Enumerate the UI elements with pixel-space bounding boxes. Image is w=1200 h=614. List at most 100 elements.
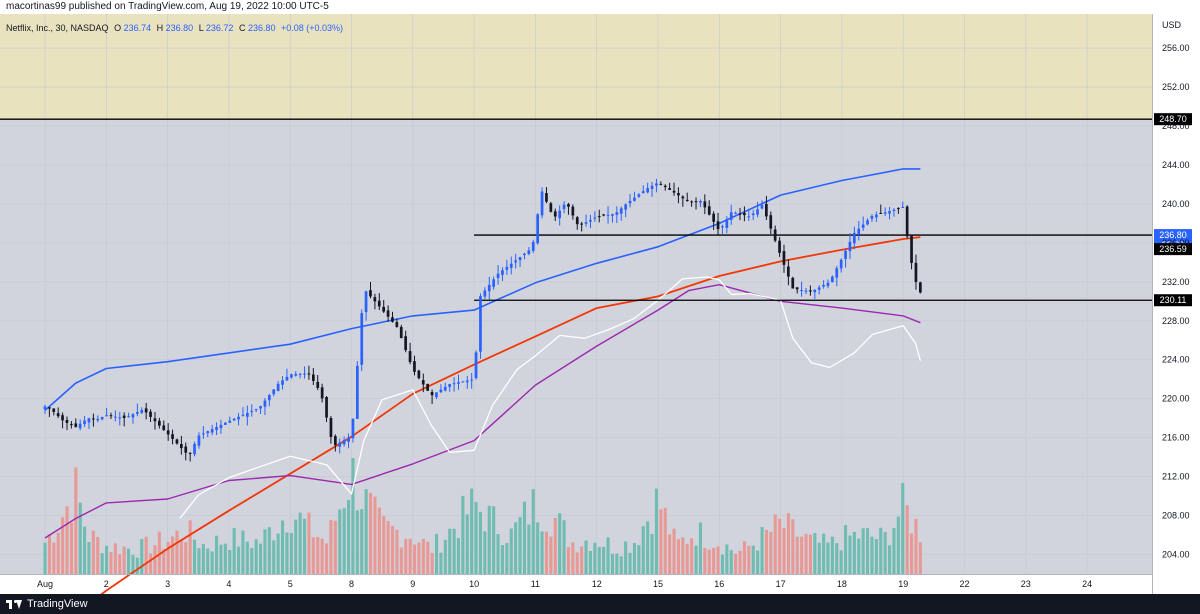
- candle-body: [96, 418, 100, 421]
- volume-bar: [685, 543, 689, 574]
- volume-bar: [285, 532, 289, 574]
- candle-body: [320, 387, 324, 399]
- candle-body: [439, 389, 443, 393]
- candle-body: [606, 214, 610, 216]
- tradingview-logo[interactable]: TradingView: [6, 597, 88, 611]
- price-tick-label: 228.00: [1162, 316, 1190, 326]
- volume-bar: [87, 542, 91, 574]
- candle-body: [461, 381, 465, 383]
- volume-bar: [558, 513, 562, 574]
- candle-body: [633, 197, 636, 201]
- candle-body: [426, 383, 429, 391]
- candle-body: [215, 427, 218, 431]
- volume-bar: [668, 534, 672, 574]
- ma-price-tag: [1154, 243, 1192, 256]
- volume-bar: [171, 536, 175, 574]
- candle-body: [919, 282, 922, 293]
- time-tick-label: 15: [653, 579, 663, 589]
- candle-body: [765, 204, 768, 217]
- tradingview-logo-icon: [6, 599, 22, 609]
- candle-body: [787, 266, 790, 277]
- candle-body: [888, 211, 891, 214]
- volume-bar: [892, 527, 896, 574]
- volume-bar: [465, 514, 469, 574]
- candle-body: [228, 420, 232, 423]
- price-tick-label: 212.00: [1162, 472, 1190, 482]
- time-tick-label: 8: [349, 579, 354, 589]
- legend-close-value: 236.80: [248, 23, 276, 33]
- legend-symbol: Netflix, Inc., 30, NASDAQ: [6, 23, 109, 33]
- volume-bar: [813, 533, 817, 574]
- volume-bar: [663, 507, 667, 574]
- candle-body: [153, 418, 157, 422]
- ma-white-line: [179, 276, 922, 519]
- candle-body: [795, 287, 799, 290]
- candle-body: [883, 212, 887, 214]
- volume-bar: [223, 543, 227, 574]
- volume-bar: [417, 542, 421, 574]
- price-tick-label: 236.00: [1162, 238, 1190, 248]
- candle-body: [334, 436, 337, 446]
- volume-bar: [606, 537, 610, 574]
- candle-body: [210, 429, 214, 433]
- legend-high-value: 236.80: [166, 23, 194, 33]
- candle-body: [408, 351, 412, 363]
- volume-bar: [791, 519, 795, 574]
- volume-bar: [232, 528, 236, 574]
- volume-bar: [487, 505, 491, 574]
- volume-bar: [720, 554, 724, 574]
- candle-body: [448, 384, 451, 387]
- resistance-zone: [0, 14, 1152, 120]
- price-tick-label: 256.00: [1162, 43, 1190, 53]
- volume-bar: [505, 543, 509, 574]
- candle-body: [285, 376, 289, 381]
- candle-body: [910, 235, 913, 263]
- volume-bar: [866, 528, 870, 574]
- volume-bar: [184, 542, 188, 574]
- volume-bar: [615, 553, 619, 574]
- candle-body: [184, 446, 188, 453]
- candle-body: [83, 420, 86, 424]
- volume-bar: [676, 539, 680, 574]
- volume-bar: [817, 542, 821, 574]
- price-scale[interactable]: USD 256.00 252.00 248.00 244.00 240.00 236.00…: [1162, 20, 1190, 560]
- time-tick-label: 5: [288, 579, 293, 589]
- volume-bar: [263, 529, 267, 574]
- volume-bar: [78, 502, 82, 574]
- volume-bar: [435, 533, 439, 574]
- volume-bar: [641, 526, 645, 574]
- price-tick-label: 224.00: [1162, 355, 1190, 365]
- candle-body: [593, 217, 597, 219]
- volume-bar: [399, 547, 403, 574]
- volume-bar: [571, 542, 575, 574]
- candle-body: [672, 190, 676, 193]
- candle-body: [712, 213, 715, 222]
- candle-body: [540, 191, 544, 216]
- candle-body: [465, 380, 469, 383]
- volume-bar: [782, 528, 786, 574]
- time-scale[interactable]: Aug 2 3 4 5 8 9 10 11 12 15 16 17 18 19 22 23 24: [37, 579, 1092, 589]
- ma-price-label: 236.59: [1159, 244, 1187, 254]
- volume-bar: [153, 545, 157, 574]
- legend-close-label: C: [239, 23, 246, 33]
- candle-body: [646, 188, 649, 193]
- candle-body: [294, 374, 298, 376]
- volume-bar: [536, 522, 540, 574]
- candle-body: [734, 212, 737, 214]
- volume-bar: [835, 543, 839, 574]
- time-tick-label: 18: [837, 579, 847, 589]
- candle-body: [483, 290, 487, 297]
- candle-body: [716, 221, 720, 230]
- volume-bar: [325, 543, 329, 574]
- candle-body: [831, 276, 834, 283]
- candle-body: [839, 259, 843, 269]
- volume-bar: [351, 458, 355, 574]
- candle-body: [501, 270, 504, 275]
- candle-body: [663, 185, 667, 188]
- volume-bar: [883, 532, 887, 574]
- candle-body: [817, 287, 821, 290]
- candle-body: [369, 290, 372, 297]
- time-tick-label: 17: [776, 579, 786, 589]
